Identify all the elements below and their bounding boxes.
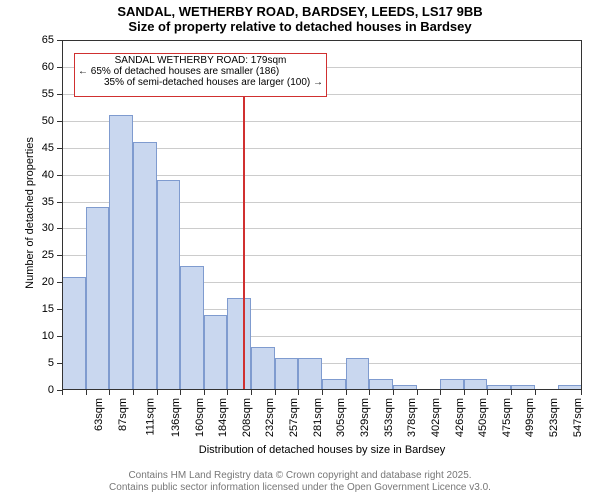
xtick-label: 208sqm xyxy=(241,398,253,437)
xtick-mark xyxy=(511,390,512,395)
xtick-mark xyxy=(322,390,323,395)
xtick-mark xyxy=(487,390,488,395)
ytick-label: 55 xyxy=(28,88,54,100)
xtick-label: 523sqm xyxy=(548,398,560,437)
ytick-label: 5 xyxy=(28,357,54,369)
y-axis-label: Number of detached properties xyxy=(24,113,36,313)
xtick-mark xyxy=(464,390,465,395)
xtick-label: 499sqm xyxy=(525,398,537,437)
xtick-label: 136sqm xyxy=(170,398,182,437)
xtick-mark xyxy=(157,390,158,395)
xtick-label: 160sqm xyxy=(194,398,206,437)
annotation-line1: SANDAL WETHERBY ROAD: 179sqm xyxy=(78,55,323,66)
xtick-label: 281sqm xyxy=(312,398,324,437)
xtick-label: 305sqm xyxy=(336,398,348,437)
xtick-label: 232sqm xyxy=(265,398,277,437)
xtick-label: 450sqm xyxy=(477,398,489,437)
xtick-mark xyxy=(581,390,582,395)
ytick-label: 0 xyxy=(28,384,54,396)
ytick-label: 10 xyxy=(28,330,54,342)
xtick-label: 184sqm xyxy=(217,398,229,437)
annotation-line2: ← 65% of detached houses are smaller (18… xyxy=(78,66,323,77)
xtick-label: 353sqm xyxy=(383,398,395,437)
xtick-mark xyxy=(298,390,299,395)
xtick-label: 329sqm xyxy=(359,398,371,437)
x-axis-label: Distribution of detached houses by size … xyxy=(62,444,582,456)
xtick-mark xyxy=(62,390,63,395)
xtick-label: 257sqm xyxy=(288,398,300,437)
xtick-mark xyxy=(227,390,228,395)
ytick-label: 65 xyxy=(28,34,54,46)
xtick-mark xyxy=(204,390,205,395)
xtick-mark xyxy=(369,390,370,395)
xtick-label: 63sqm xyxy=(93,398,105,431)
xtick-mark xyxy=(180,390,181,395)
footer: Contains HM Land Registry data © Crown c… xyxy=(0,470,600,494)
xtick-label: 547sqm xyxy=(572,398,584,437)
ytick-label: 60 xyxy=(28,61,54,73)
footer-line2: Contains public sector information licen… xyxy=(0,482,600,494)
xtick-mark xyxy=(86,390,87,395)
footer-line1: Contains HM Land Registry data © Crown c… xyxy=(0,470,600,482)
xtick-mark xyxy=(109,390,110,395)
xtick-label: 378sqm xyxy=(406,398,418,437)
chart-title-line2: Size of property relative to detached ho… xyxy=(0,19,600,34)
xtick-label: 87sqm xyxy=(117,398,129,431)
xtick-mark xyxy=(393,390,394,395)
xtick-label: 475sqm xyxy=(501,398,513,437)
xtick-mark xyxy=(275,390,276,395)
xtick-label: 402sqm xyxy=(430,398,442,437)
xtick-mark xyxy=(440,390,441,395)
xtick-mark xyxy=(133,390,134,395)
xtick-label: 111sqm xyxy=(145,398,157,436)
xtick-mark xyxy=(251,390,252,395)
xtick-mark xyxy=(535,390,536,395)
xtick-label: 426sqm xyxy=(454,398,466,437)
annotation-box: SANDAL WETHERBY ROAD: 179sqm← 65% of det… xyxy=(74,53,327,97)
xtick-mark xyxy=(417,390,418,395)
annotation-line3: 35% of semi-detached houses are larger (… xyxy=(78,77,323,88)
chart-title-line1: SANDAL, WETHERBY ROAD, BARDSEY, LEEDS, L… xyxy=(0,0,600,19)
xtick-mark xyxy=(346,390,347,395)
